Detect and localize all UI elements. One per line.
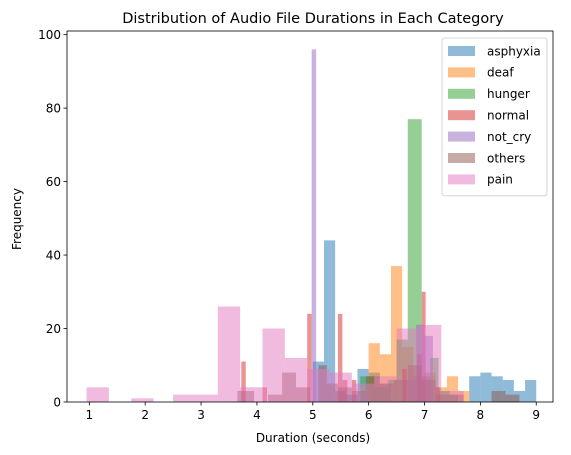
legend-label-others: others [487,151,525,165]
bar-pain-12 [396,328,419,402]
legend-swatch-not_cry [448,131,475,142]
bar-pain-9 [329,372,352,402]
legend-swatch-deaf [448,67,475,78]
x-axis-label: Duration (seconds) [256,431,370,445]
bar-pain-8 [307,368,330,402]
bar-asphyxia-1 [323,240,336,402]
bar-deaf-2 [391,266,403,402]
series-pain [86,306,464,402]
x-tick-label: 1 [86,408,94,422]
bar-pain-14 [441,390,464,402]
legend-swatch-normal [448,110,475,121]
x-tick-label: 8 [477,408,485,422]
x-axis: 1 2 3 4 5 6 7 8 9 [86,402,540,422]
y-axis: 0 20 40 60 80 100 [38,28,67,409]
legend-label-hunger: hunger [487,87,530,101]
legend-swatch-asphyxia [448,46,475,56]
bar-pain-0 [86,387,109,402]
legend-swatch-others [448,153,475,163]
bar-normal-0 [241,361,246,402]
bar-deaf-0 [368,343,380,402]
x-tick-label: 5 [309,408,317,422]
bar-asphyxia-10 [502,379,514,402]
x-tick-label: 9 [532,408,540,422]
bar-normal-3 [337,313,343,402]
legend-swatch-pain [448,174,475,185]
bar-pain-6 [262,328,285,402]
legend-label-normal: normal [487,109,529,123]
bar-pain-4 [217,306,241,402]
y-tick-label: 60 [46,175,61,189]
legend-label-deaf: deaf [487,66,514,80]
bar-others-15 [491,390,506,402]
x-tick-label: 2 [141,408,149,422]
plot-frame [66,30,554,403]
x-tick-label: 7 [421,408,429,422]
legend-label-asphyxia: asphyxia [487,44,541,58]
bar-not_cry-0 [311,49,317,403]
x-tick-label: 3 [197,408,205,422]
bar-pain-2 [173,394,196,402]
x-tick-label: 6 [365,408,373,422]
bar-pain-7 [284,357,308,402]
bar-deaf-7 [446,376,459,402]
bar-asphyxia-12 [525,379,537,402]
y-axis-label: Frequency [10,188,24,250]
bar-asphyxia-9 [491,376,503,402]
x-tick-label: 4 [253,408,261,422]
bar-pain-11 [374,376,397,402]
chart-title: Distribution of Audio File Durations in … [122,11,504,27]
y-tick-label: 80 [46,101,61,115]
legend-label-not_cry: not_cry [487,130,531,144]
bars-layer [86,49,537,403]
y-tick-label: 40 [46,248,61,262]
bar-others-16 [505,394,520,402]
bar-pain-10 [351,383,375,402]
y-tick-label: 100 [38,28,61,42]
bar-pain-1 [131,398,154,402]
bar-pain-5 [240,387,263,402]
bar-normal-2 [307,313,312,402]
bar-asphyxia-7 [469,376,481,402]
bar-pain-13 [418,324,442,402]
y-tick-label: 20 [46,322,61,336]
legend-label-pain: pain [487,173,513,187]
y-tick-label: 0 [53,395,61,409]
bar-asphyxia-8 [480,372,492,402]
legend-swatch-hunger [448,88,475,99]
bar-pain-3 [195,394,218,402]
